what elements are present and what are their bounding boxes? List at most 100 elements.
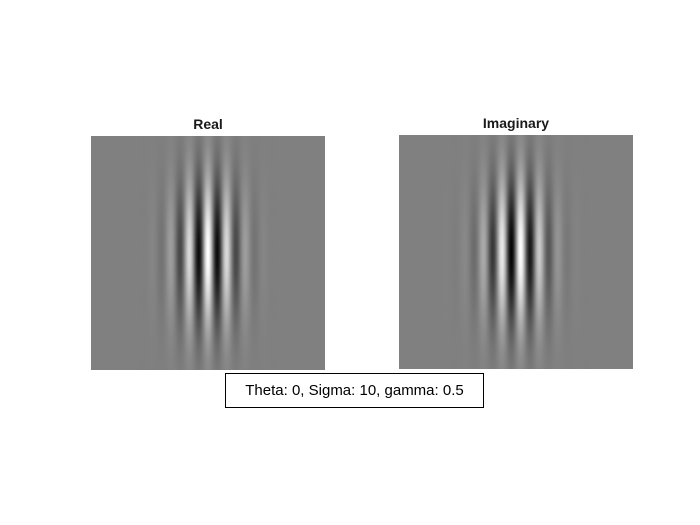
stripe-column	[607, 135, 609, 369]
stripe-column	[527, 135, 529, 369]
stripe-column	[469, 135, 471, 369]
stripe-column	[229, 136, 231, 370]
stripe-column	[173, 136, 175, 370]
stripe-column	[261, 136, 263, 370]
stripe-column	[249, 136, 251, 370]
stripe-column	[529, 135, 531, 369]
stripe-column	[316, 136, 318, 370]
stripe-column	[427, 135, 429, 369]
stripe-column	[114, 136, 116, 370]
stripe-column	[474, 135, 476, 369]
stripe-column	[180, 136, 182, 370]
stripe-column	[126, 136, 128, 370]
stripe-column	[616, 135, 618, 369]
stripe-column	[399, 135, 401, 369]
stripe-column	[511, 135, 513, 369]
real-title: Real	[193, 116, 223, 132]
real-panel	[91, 136, 325, 370]
stripe-column	[484, 135, 486, 369]
stripe-column	[548, 135, 550, 369]
stripe-column	[95, 136, 97, 370]
stripe-column	[255, 136, 257, 370]
stripe-column	[164, 136, 166, 370]
stripe-column	[97, 136, 99, 370]
stripe-column	[245, 136, 247, 370]
stripe-column	[187, 136, 189, 370]
stripe-column	[579, 135, 581, 369]
stripe-column	[536, 135, 538, 369]
stripe-column	[567, 135, 569, 369]
imaginary-title: Imaginary	[482, 115, 550, 131]
stripe-column	[183, 136, 185, 370]
stripe-column	[284, 136, 286, 370]
stripe-column	[105, 136, 107, 370]
stripe-column	[624, 135, 626, 369]
stripe-column	[167, 136, 169, 370]
stripe-column	[411, 135, 413, 369]
stripe-column	[182, 136, 184, 370]
stripe-column	[119, 136, 121, 370]
stripe-column	[201, 136, 203, 370]
stripe-column	[148, 136, 150, 370]
stripe-column	[234, 136, 236, 370]
stripe-column	[592, 135, 594, 369]
stripe-column	[441, 135, 443, 369]
stripe-column	[305, 136, 307, 370]
stripe-column	[286, 136, 288, 370]
stripe-column	[225, 136, 227, 370]
stripe-column	[130, 136, 132, 370]
stripe-column	[318, 136, 320, 370]
stripe-column	[437, 135, 439, 369]
stripe-column	[505, 135, 507, 369]
stripe-column	[227, 136, 229, 370]
stripe-column	[275, 136, 277, 370]
stripe-column	[216, 136, 218, 370]
stripe-column	[321, 136, 323, 370]
stripe-column	[497, 135, 499, 369]
stripe-column	[153, 136, 155, 370]
stripe-column	[507, 135, 509, 369]
stripe-column	[239, 136, 241, 370]
stripe-column	[188, 136, 190, 370]
stripe-column	[461, 135, 463, 369]
stripe-column	[402, 135, 404, 369]
stripe-column	[136, 136, 138, 370]
stripe-column	[509, 135, 511, 369]
stripe-column	[420, 135, 422, 369]
stripe-column	[532, 135, 534, 369]
stripe-column	[217, 136, 219, 370]
stripe-column	[426, 135, 428, 369]
stripe-column	[191, 136, 193, 370]
stripe-column	[608, 135, 610, 369]
stripe-column	[417, 135, 419, 369]
stripe-column	[113, 136, 115, 370]
stripe-column	[165, 136, 167, 370]
stripe-column	[258, 136, 260, 370]
stripe-column	[265, 136, 267, 370]
stripe-column	[158, 136, 160, 370]
stripe-column	[96, 136, 98, 370]
stripe-column	[276, 136, 278, 370]
stripe-column	[171, 136, 173, 370]
stripe-column	[472, 135, 474, 369]
stripe-column	[594, 135, 596, 369]
stripe-column	[232, 136, 234, 370]
stripe-column	[206, 136, 208, 370]
stripe-column	[238, 136, 240, 370]
stripe-column	[400, 135, 402, 369]
stripe-column	[160, 136, 162, 370]
stripe-column	[432, 135, 434, 369]
stripe-column	[562, 135, 564, 369]
stripe-column	[570, 135, 572, 369]
stripe-column	[142, 136, 144, 370]
stripe-column	[219, 136, 221, 370]
caption-box: Theta: 0, Sigma: 10, gamma: 0.5	[225, 373, 484, 408]
stripe-column	[190, 136, 192, 370]
stripe-column	[213, 136, 215, 370]
stripe-column	[549, 135, 551, 369]
stripe-column	[322, 136, 324, 370]
stripe-column	[104, 136, 106, 370]
stripe-column	[423, 135, 425, 369]
stripe-column	[123, 136, 125, 370]
stripe-column	[569, 135, 571, 369]
